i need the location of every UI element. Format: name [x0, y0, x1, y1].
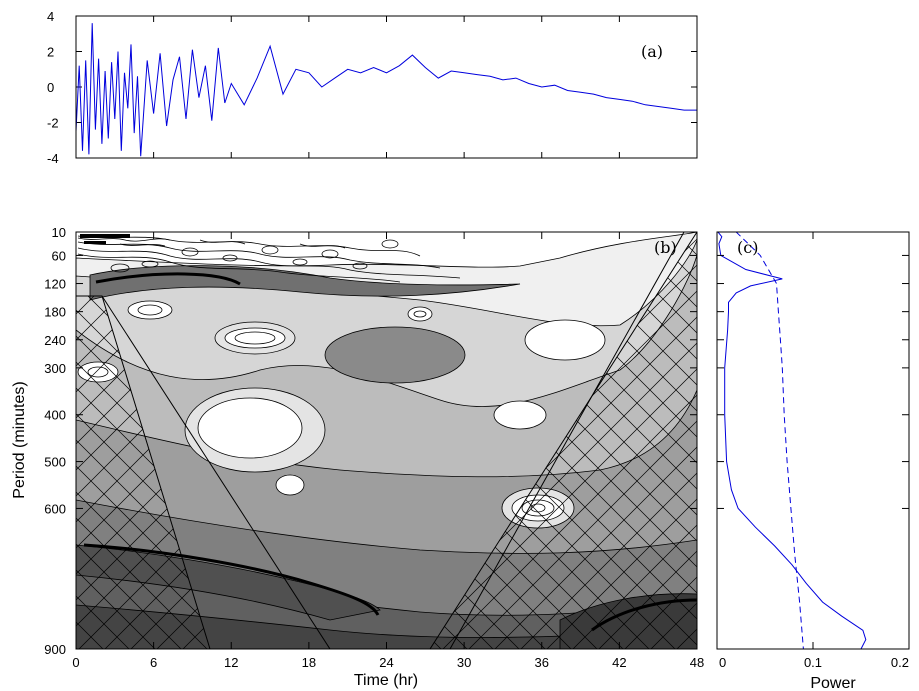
panel-b-y-tick-labels: 10 60 120 180 240 300 400 500 600 900	[44, 225, 66, 657]
panel-b-y-tick-label: 240	[44, 333, 66, 348]
panel-b-y-tick-label: 10	[52, 225, 66, 240]
panel-c-x-tick-label: 0	[719, 655, 726, 670]
panel-b-x-tick-label: 6	[150, 655, 157, 670]
panel-a-y-tick-label: 0	[47, 80, 54, 95]
panel-b-frame	[75, 231, 698, 650]
panel-a-y-tick-label: -2	[47, 116, 59, 131]
panel-b-x-tick-label: 24	[379, 655, 393, 670]
panel-a-y-tick-label: -4	[47, 151, 59, 166]
panel-a-label: (a)	[641, 42, 663, 61]
panel-c-x-tick-label: 0.1	[804, 655, 822, 670]
panel-b-x-tick-labels: 0 6 12 18 24 30 36 42 48	[72, 655, 704, 670]
panel-b-y-axis-label: Period (minutes)	[11, 381, 28, 498]
panel-b-x-tick-label: 12	[224, 655, 238, 670]
panel-b-x-tick-label: 30	[457, 655, 471, 670]
panel-c-ticks	[716, 231, 910, 650]
panel-a-y-tick-labels: 4 2 0 -2 -4	[47, 9, 59, 166]
panel-b: 0 6 12 18 24 30 36 42 48 10 60 120 180 240 300 400 500 6…	[11, 225, 704, 689]
panel-b-x-tick-label: 18	[302, 655, 316, 670]
panel-a-frame	[75, 15, 698, 159]
panel-b-y-tick-label: 300	[44, 361, 66, 376]
panel-b-y-tick-label: 120	[44, 277, 66, 292]
significance-level-line	[735, 232, 804, 649]
panel-a-y-tick-label: 4	[47, 9, 54, 24]
panel-a-y-tick-label: 2	[47, 45, 54, 60]
panel-c-x-tick-label: 0.2	[891, 655, 909, 670]
panel-c-x-axis-label: Power	[810, 675, 856, 691]
panel-b-y-tick-label: 600	[44, 501, 66, 516]
panel-b-y-tick-label: 180	[44, 305, 66, 320]
panel-b-x-tick-label: 36	[535, 655, 549, 670]
panel-b-y-tick-label: 900	[44, 642, 66, 657]
panel-b-label: (b)	[654, 238, 677, 257]
panel-b-x-tick-label: 48	[690, 655, 704, 670]
panel-a: 4 2 0 -2 -4 (a)	[47, 9, 698, 166]
panel-b-x-tick-label: 0	[72, 655, 79, 670]
panel-b-y-tick-label: 500	[44, 455, 66, 470]
panel-a-series-line	[76, 23, 697, 157]
global-power-spectrum-line	[717, 232, 867, 649]
panel-b-x-tick-label: 42	[612, 655, 626, 670]
panel-b-y-tick-label: 60	[52, 248, 66, 263]
panel-b-x-axis-label: Time (hr)	[354, 672, 418, 689]
wavelet-power-contours	[76, 232, 697, 649]
panel-c-frame	[716, 231, 910, 650]
panel-c: 0 0.1 0.2 (c) Power	[716, 231, 910, 691]
panel-a-ticks	[75, 15, 698, 159]
panel-b-y-tick-label: 400	[44, 408, 66, 423]
panel-c-x-tick-labels: 0 0.1 0.2	[719, 655, 909, 670]
panel-c-label: (c)	[737, 238, 758, 257]
